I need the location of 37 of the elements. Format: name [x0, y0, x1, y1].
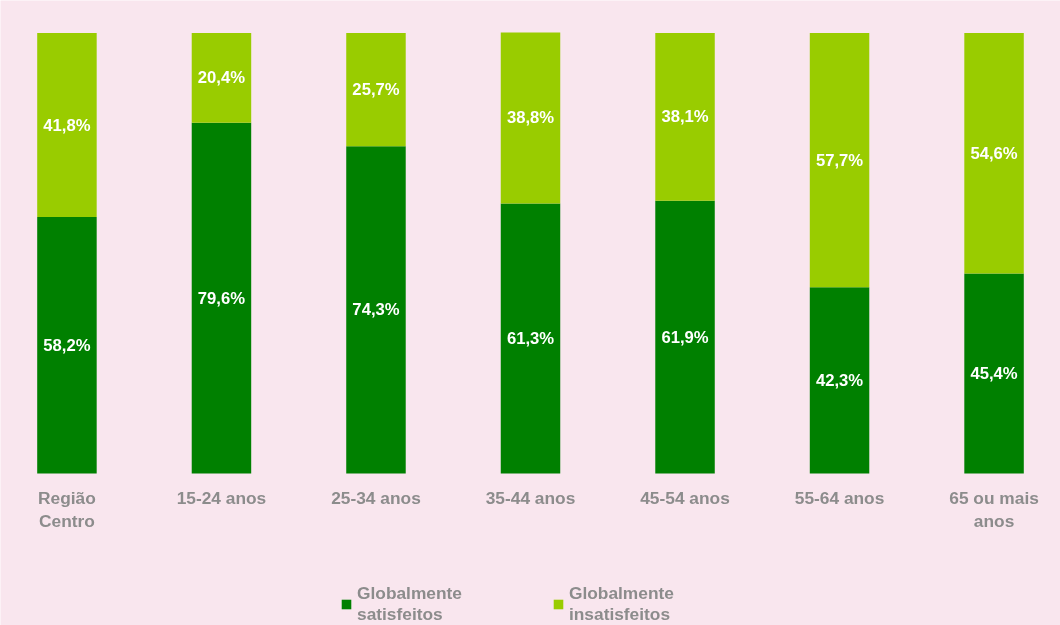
bar — [655, 200, 715, 474]
x-tick-label: 45-54 anos — [640, 487, 730, 508]
bar — [191, 32, 252, 123]
x-tick-label: 15-24 anos — [176, 487, 267, 508]
data-label: 61,9% — [661, 327, 709, 347]
bar — [37, 217, 97, 474]
data-label: 45,4% — [970, 363, 1018, 383]
data-label: 38,1% — [661, 107, 709, 127]
bar — [964, 32, 1024, 274]
bar — [346, 32, 406, 147]
data-label: 58,2% — [43, 335, 91, 355]
data-label: 57,7% — [815, 150, 864, 170]
bar — [500, 32, 561, 204]
data-label: 79,6% — [197, 288, 246, 308]
bar — [964, 273, 1024, 474]
bar — [809, 32, 870, 288]
data-label: 61,3% — [506, 328, 555, 348]
data-label: 42,3% — [815, 370, 864, 390]
x-tick-label: 25-34 anos — [331, 487, 421, 508]
legend-label: Globalmente satisfeitos — [357, 583, 462, 625]
x-tick-label: 35-44 anos — [485, 487, 576, 508]
bar — [809, 287, 870, 474]
bar — [191, 122, 252, 474]
x-tick-label: 55-64 anos — [794, 487, 885, 508]
bar — [500, 203, 561, 474]
data-label: 38,8% — [506, 108, 555, 128]
bar — [346, 146, 406, 474]
x-tick-label: 65 ou mais anos — [949, 487, 1039, 531]
bar — [655, 32, 715, 201]
x-tick-label: Região Centro — [38, 487, 96, 531]
legend-label: Globalmente insatisfeitos — [568, 583, 674, 625]
data-label: 25,7% — [352, 80, 400, 100]
data-label: 74,3% — [352, 300, 400, 320]
data-label: 54,6% — [970, 143, 1018, 163]
bar — [37, 32, 97, 218]
data-label: 41,8% — [43, 115, 91, 135]
data-label: 20,4% — [197, 68, 246, 88]
